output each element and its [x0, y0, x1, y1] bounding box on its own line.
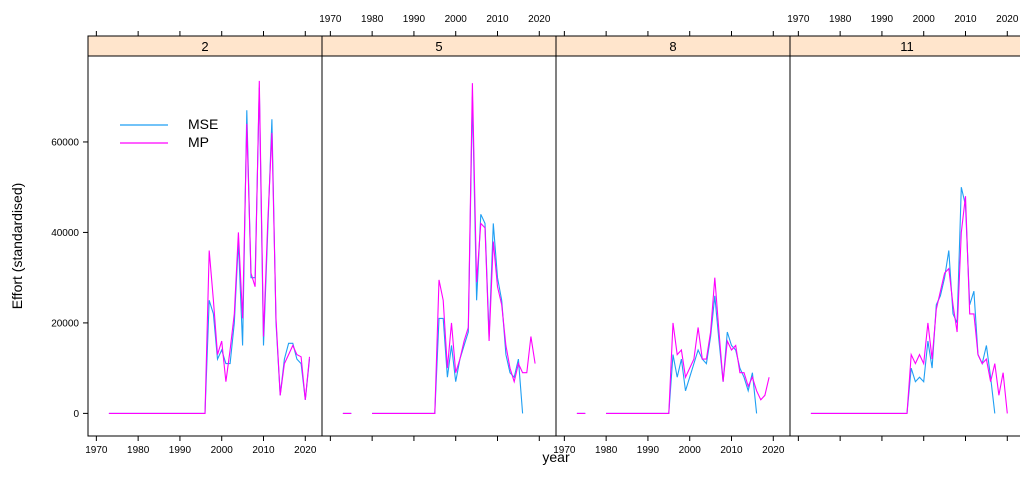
strips: 2 5 8 11 [87, 35, 1020, 57]
x-tick-label: 1990 [637, 445, 660, 456]
series-line-mp [108, 80, 311, 414]
x-tick-label: 2000 [679, 445, 702, 456]
top-axis: 1970 1980 1990 2000 2010 2020 1970 1980 1990 2000… [95, 14, 1019, 36]
series-line-mp [342, 83, 536, 414]
series-line-mse [810, 187, 996, 414]
x-axis-title: year [542, 449, 570, 465]
x-tick-label: 2000 [913, 14, 936, 25]
x-tick-label: 2000 [445, 14, 468, 25]
x-tick-label: 2000 [211, 445, 234, 456]
strip-label: 2 [201, 39, 208, 54]
x-tick-label: 1980 [829, 14, 852, 25]
y-axis: 0 20000 40000 60000 [51, 137, 88, 420]
x-tick-label: 2020 [294, 445, 317, 456]
panels [87, 55, 1020, 437]
panel-frame [555, 55, 791, 437]
x-tick-label: 1980 [595, 445, 618, 456]
x-tick-label: 2010 [486, 14, 509, 25]
series-line-mp [810, 196, 1008, 414]
x-tick-label: 1970 [553, 445, 576, 456]
x-tick-label: 1970 [787, 14, 810, 25]
x-tick-label: 2010 [954, 14, 977, 25]
series-line-mp [576, 277, 770, 414]
x-tick-label: 2010 [720, 445, 743, 456]
bottom-axis: 1970 1980 1990 2000 2010 2020 1970 1980 1990 2000… [85, 436, 1008, 456]
y-tick-label: 20000 [51, 318, 79, 329]
x-tick-label: 2020 [996, 14, 1019, 25]
series-line-mse [342, 96, 524, 414]
x-tick-label: 1990 [871, 14, 894, 25]
y-axis-title: Effort (standardised) [9, 183, 25, 310]
series-line-mse [576, 295, 758, 414]
panel-frame [789, 55, 1020, 437]
x-tick-label: 1980 [361, 14, 384, 25]
x-tick-label: 1970 [85, 445, 108, 456]
strip-label: 5 [435, 39, 442, 54]
legend: MSE MP [120, 116, 218, 150]
strip-label: 11 [900, 39, 914, 54]
x-tick-label: 1990 [169, 445, 192, 456]
x-tick-label: 2010 [252, 445, 275, 456]
y-tick-label: 60000 [51, 137, 79, 148]
y-tick-label: 0 [73, 409, 79, 420]
x-tick-label: 1980 [127, 445, 150, 456]
panel-frame [321, 55, 557, 437]
strip-label: 8 [669, 39, 676, 54]
x-tick-label: 1990 [403, 14, 426, 25]
x-tick-label: 2020 [528, 14, 551, 25]
panel-frame [87, 55, 323, 437]
x-tick-label: 2020 [762, 445, 785, 456]
legend-label-mse: MSE [188, 116, 218, 132]
y-tick-label: 40000 [51, 228, 79, 239]
legend-label-mp: MP [188, 134, 209, 150]
x-tick-label: 1970 [319, 14, 342, 25]
